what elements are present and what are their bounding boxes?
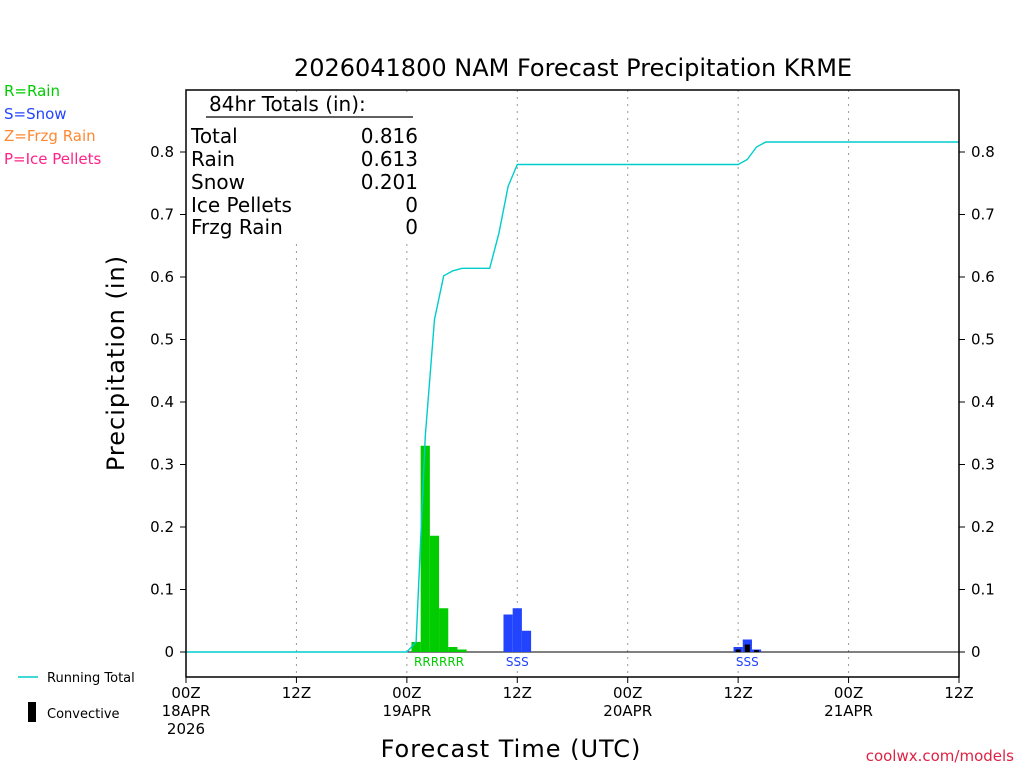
x-tick-label-6-1: 21APR: [824, 702, 873, 720]
totals-value-ice-pellets: 0: [405, 193, 418, 217]
x-tick-label-5-0: 12Z: [723, 684, 752, 702]
y-tick-label-left-4: 0.4: [150, 393, 174, 411]
convective-legend-swatch: [28, 702, 36, 722]
x-tick-label-4-0: 00Z: [613, 684, 642, 702]
y-tick-label-left-1: 0.1: [150, 581, 174, 599]
bar-rain-0-0: [411, 642, 421, 652]
precip-type-legend: R=Rain S=Snow Z=Frzg Rain P=Ice Pellets: [4, 82, 101, 168]
totals-value-snow: 0.201: [361, 170, 418, 194]
y-tick-label-right-1: 0.1: [971, 581, 995, 599]
y-tick-label-right-2: 0.2: [971, 518, 995, 536]
x-tick-label-2-0: 00Z: [392, 684, 421, 702]
legend-type-frzg-rain: Z=Frzg Rain: [4, 127, 96, 145]
legend-type-ice-pellets: P=Ice Pellets: [4, 150, 101, 168]
bar-rain-0-4: [448, 647, 458, 652]
legend-type-snow: S=Snow: [4, 105, 67, 123]
bar-snow-1-0: [503, 614, 513, 652]
bottom-legend: Running Total Convective: [18, 671, 135, 722]
precip-type-markers: RRRRRR SSS SSS: [414, 655, 759, 669]
bar-rain-0-3: [439, 608, 449, 652]
precip-type-label-1: SSS: [506, 655, 529, 669]
totals-heading: 84hr Totals (in):: [209, 92, 366, 116]
y-tick-label-left-8: 0.8: [150, 143, 174, 161]
y-tick-label-right-6: 0.6: [971, 268, 995, 286]
y-tick-label-right-5: 0.5: [971, 331, 995, 349]
bar-rain-0-2: [429, 535, 440, 652]
y-tick-label-left-3: 0.3: [150, 456, 174, 474]
totals-box: 84hr Totals (in): Total 0.816 Rain 0.613…: [188, 92, 428, 240]
x-tick-label-0-1: 18APR: [162, 702, 211, 720]
bar-convective-3-0: [735, 649, 741, 652]
y-tick-label-right-3: 0.3: [971, 456, 995, 474]
x-tick-label-0-0: 00Z: [171, 684, 200, 702]
y-tick-label-right-8: 0.8: [971, 143, 995, 161]
plot-frame: [185, 89, 960, 678]
totals-label-frzg-rain: Frzg Rain: [191, 215, 283, 239]
running-total-legend-label: Running Total: [47, 671, 135, 686]
bar-convective-3-2: [754, 650, 760, 652]
bar-convective-3-1: [744, 644, 750, 652]
y-tick-label-right-7: 0.7: [971, 206, 995, 224]
totals-value-rain: 0.613: [361, 147, 418, 171]
bar-snow-1-2: [521, 630, 532, 652]
precip-type-label-2: SSS: [736, 655, 759, 669]
legend-type-rain: R=Rain: [4, 82, 60, 100]
totals-label-ice-pellets: Ice Pellets: [191, 193, 292, 217]
bar-rain-0-5: [457, 649, 467, 652]
y-tick-label-left-6: 0.6: [150, 268, 174, 286]
totals-value-frzg-rain: 0: [405, 215, 418, 239]
y-tick-label-left-0: 0: [164, 643, 174, 661]
x-tick-label-4-1: 20APR: [603, 702, 652, 720]
y-tick-label-right-0: 0: [971, 643, 981, 661]
y-axis-label: Precipitation (in): [102, 255, 130, 471]
y-tick-label-left-5: 0.5: [150, 331, 174, 349]
y-tick-label-left-2: 0.2: [150, 518, 174, 536]
chart-title: 2026041800 NAM Forecast Precipitation KR…: [294, 54, 852, 82]
totals-value-total: 0.816: [361, 124, 418, 148]
x-tick-label-1-0: 12Z: [282, 684, 311, 702]
credit-text: coolwx.com/models: [866, 747, 1014, 765]
y-axis-ticks: 0 00.1 0.10.2 0.20.3 0.30.4 0.40.5 0.50.6 0.60.…: [150, 143, 995, 661]
bar-snow-1-1: [512, 608, 522, 652]
x-tick-label-2-1: 19APR: [382, 702, 431, 720]
x-tick-label-3-0: 12Z: [503, 684, 532, 702]
precip-type-label-0: RRRRRR: [414, 655, 464, 669]
running-total-line: [186, 141, 959, 653]
precip-bars: [411, 445, 762, 652]
x-axis-label: Forecast Time (UTC): [381, 735, 642, 763]
x-tick-label-6-0: 00Z: [834, 684, 863, 702]
totals-label-snow: Snow: [191, 170, 245, 194]
x-tick-label-0-2: 2026: [167, 720, 205, 738]
y-tick-label-right-4: 0.4: [971, 393, 995, 411]
x-tick-label-7-0: 12Z: [944, 684, 973, 702]
totals-label-total: Total: [190, 124, 238, 148]
bar-rain-0-1: [420, 445, 430, 652]
y-tick-label-left-7: 0.7: [150, 206, 174, 224]
convective-legend-label: Convective: [47, 707, 120, 722]
totals-label-rain: Rain: [191, 147, 235, 171]
